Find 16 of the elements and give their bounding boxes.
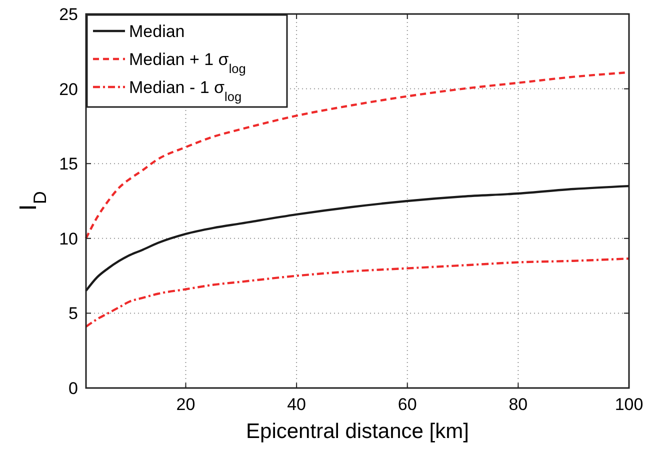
x-tick-label: 20 <box>176 395 196 414</box>
x-tick-label: 80 <box>508 395 528 414</box>
x-tick-label: 60 <box>398 395 417 414</box>
x-tick-label: 40 <box>287 395 306 414</box>
legend-label: Median <box>129 22 185 41</box>
x-tick-label: 100 <box>614 395 644 414</box>
y-tick-label: 25 <box>59 5 78 24</box>
y-tick-label: 20 <box>59 80 78 99</box>
y-tick-label: 15 <box>59 154 78 174</box>
y-tick-label: 10 <box>59 229 78 248</box>
legend-label: Median - 1 σ$_{log}$ <box>129 78 242 104</box>
legend-label: Median + 1 σ$_{log}$ <box>129 50 246 76</box>
x-axis-title: Epicentral distance [km] <box>246 420 469 443</box>
line-series <box>84 257 630 328</box>
y-tick-label: 0 <box>68 379 78 398</box>
y-tick-label: 5 <box>68 304 78 324</box>
